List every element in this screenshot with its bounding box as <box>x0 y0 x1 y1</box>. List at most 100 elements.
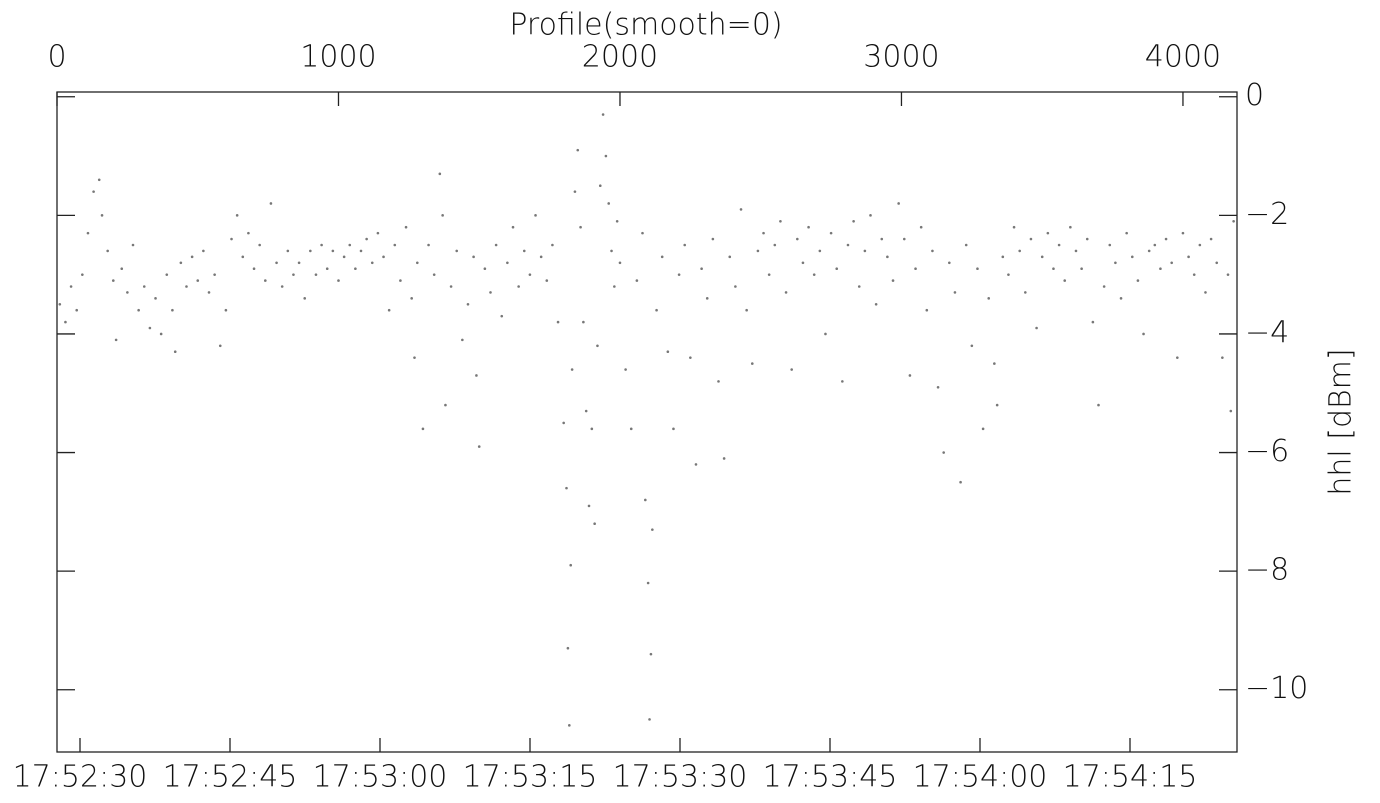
point <box>1114 261 1117 265</box>
y-tick-label: −8 <box>1245 553 1289 588</box>
point <box>466 302 470 306</box>
point <box>1164 237 1168 241</box>
point <box>171 308 174 312</box>
point <box>762 231 765 235</box>
point <box>779 219 782 223</box>
point <box>286 249 290 253</box>
point <box>981 427 985 431</box>
point <box>773 243 777 247</box>
point <box>801 261 805 265</box>
point <box>1192 273 1196 276</box>
point <box>320 243 323 247</box>
point <box>970 344 974 348</box>
point <box>472 255 475 259</box>
point <box>607 202 611 205</box>
point <box>784 291 788 294</box>
point <box>1119 297 1123 300</box>
point <box>593 522 596 525</box>
point <box>92 190 95 193</box>
point <box>207 291 211 294</box>
point <box>573 190 577 193</box>
point <box>528 273 532 276</box>
point <box>891 279 895 282</box>
y-tick-label: −4 <box>1245 315 1289 350</box>
point <box>655 308 658 312</box>
point <box>683 243 687 247</box>
point <box>739 208 743 211</box>
point <box>914 267 917 271</box>
point <box>995 403 999 407</box>
point <box>64 320 67 324</box>
point <box>651 528 654 531</box>
point <box>539 255 543 259</box>
point <box>666 350 670 354</box>
point <box>824 332 827 336</box>
point <box>475 374 478 377</box>
x-tick-label: 4000 <box>1145 40 1221 75</box>
point <box>1204 291 1207 294</box>
point <box>601 113 605 116</box>
point <box>1035 326 1038 330</box>
point <box>635 279 639 282</box>
point <box>841 380 844 383</box>
point <box>432 273 436 276</box>
point <box>97 178 101 182</box>
point <box>976 267 979 271</box>
point <box>120 267 124 271</box>
point <box>179 261 183 265</box>
point <box>610 249 613 253</box>
x2-tick-label: 17:52:30 <box>13 760 148 795</box>
x-tick-label: 0 <box>47 40 66 75</box>
point <box>1052 267 1055 271</box>
point <box>1170 261 1173 265</box>
point <box>993 362 996 365</box>
point <box>565 486 568 490</box>
point <box>660 255 664 259</box>
point <box>348 243 352 247</box>
point <box>230 237 233 241</box>
point <box>202 249 205 253</box>
point <box>1024 291 1027 294</box>
point <box>1142 332 1145 336</box>
point <box>846 243 850 247</box>
point <box>551 243 554 247</box>
point <box>582 320 585 324</box>
point <box>359 249 363 253</box>
point <box>337 279 340 282</box>
point <box>569 563 573 567</box>
point <box>1136 279 1140 282</box>
x2-tick-label: 17:52:45 <box>163 760 298 795</box>
point <box>69 285 73 288</box>
point <box>959 480 962 484</box>
y-tick-label: −6 <box>1245 434 1289 469</box>
point <box>114 338 118 342</box>
point <box>444 403 447 407</box>
plot-frame <box>56 91 1238 753</box>
point <box>165 273 169 276</box>
point <box>987 297 991 300</box>
point <box>728 255 732 259</box>
point <box>566 646 570 650</box>
point <box>517 285 520 288</box>
y-tick-label: −10 <box>1245 671 1308 706</box>
chart-title: Profile(smooth=0) <box>509 8 782 43</box>
point <box>241 255 245 259</box>
point <box>500 314 504 318</box>
point <box>1069 225 1072 229</box>
point <box>1063 279 1067 282</box>
point <box>615 219 619 223</box>
x2-tick-label: 17:54:15 <box>1063 760 1198 795</box>
point <box>81 273 84 276</box>
point <box>717 380 720 383</box>
point <box>1046 231 1050 235</box>
point <box>919 225 923 229</box>
point <box>857 285 861 288</box>
point <box>931 249 934 253</box>
x2-tick-label: 17:53:30 <box>613 760 748 795</box>
point <box>545 279 549 282</box>
point <box>936 386 940 389</box>
point <box>562 421 565 425</box>
point <box>58 302 62 306</box>
point <box>483 267 487 271</box>
point <box>584 409 588 413</box>
